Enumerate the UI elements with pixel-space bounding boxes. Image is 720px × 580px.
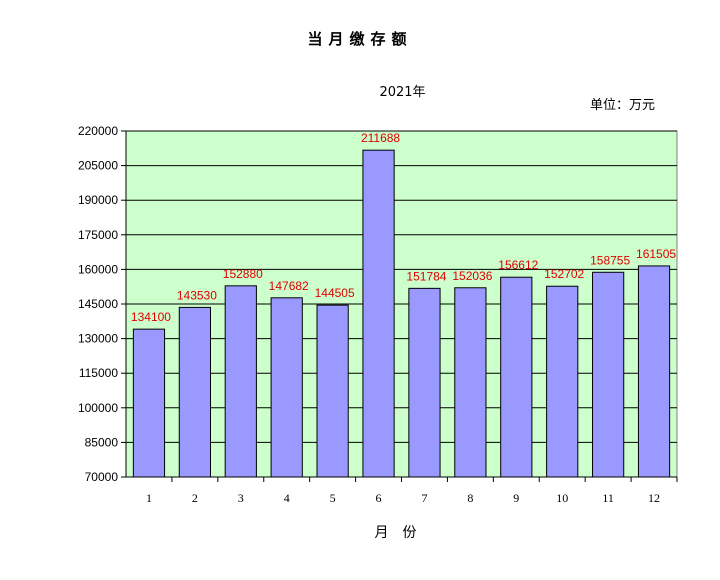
x-tick-label: 11 [602, 491, 614, 505]
data-label: 152702 [544, 267, 584, 281]
bar-month-2 [178, 306, 211, 478]
data-label: 143530 [177, 288, 217, 302]
bar-month-8 [454, 287, 487, 478]
chart-subtitle: 2021年 [379, 85, 426, 100]
x-tick-label: 6 [376, 491, 382, 505]
data-label: 144505 [315, 286, 355, 300]
y-tick-label: 130000 [78, 332, 118, 346]
bar-month-5 [316, 304, 349, 478]
bar-month-11 [592, 271, 625, 478]
y-tick-label: 205000 [78, 159, 118, 173]
y-tick-label: 220000 [78, 124, 118, 138]
data-label: 158755 [590, 253, 630, 267]
x-tick-label: 3 [238, 491, 244, 505]
bar-month-3 [224, 285, 257, 478]
bar-month-9 [500, 276, 533, 478]
chart-title: 当月缴存额 [307, 30, 413, 48]
bar-month-6 [362, 149, 395, 478]
x-tick-label: 9 [513, 491, 519, 505]
bar-month-1 [132, 328, 166, 478]
y-tick-label: 160000 [78, 262, 118, 276]
data-label: 152880 [223, 267, 263, 281]
data-label: 211688 [361, 131, 400, 145]
bar-month-12 [637, 265, 671, 478]
y-tick-label: 85000 [85, 435, 119, 449]
data-label: 156612 [498, 258, 538, 272]
unit-label: 单位：万元 [590, 98, 656, 113]
data-label: 147682 [269, 279, 309, 293]
y-tick-label: 190000 [78, 193, 118, 207]
y-tick-label: 70000 [85, 470, 119, 484]
x-axis-label: 月份 [374, 525, 431, 541]
x-tick-label: 7 [421, 491, 427, 505]
x-tick-label: 2 [192, 491, 198, 505]
y-tick-label: 115000 [79, 366, 118, 380]
data-label: 151784 [406, 269, 446, 283]
data-label: 152036 [452, 269, 492, 283]
bar-month-4 [270, 297, 303, 478]
x-tick-label: 5 [330, 491, 336, 505]
x-tick-label: 12 [648, 491, 660, 505]
y-tick-label: 175000 [78, 228, 118, 242]
x-tick-label: 8 [467, 491, 473, 505]
x-tick-label: 10 [556, 491, 568, 505]
data-label: 134100 [131, 310, 171, 324]
bar-month-10 [546, 285, 579, 478]
x-tick-label: 4 [284, 491, 290, 505]
y-tick-label: 145000 [78, 297, 118, 311]
bar-month-7 [408, 287, 441, 478]
x-tick-label: 1 [146, 491, 152, 505]
y-tick-label: 100000 [78, 401, 118, 415]
data-label: 161505 [636, 247, 676, 261]
